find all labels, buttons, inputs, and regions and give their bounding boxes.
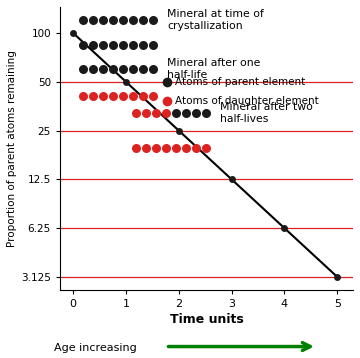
Text: Mineral after two
half-lives: Mineral after two half-lives bbox=[220, 102, 313, 124]
Text: Mineral at time of
crystallization: Mineral at time of crystallization bbox=[167, 9, 264, 31]
Text: Mineral after one
half-life: Mineral after one half-life bbox=[167, 58, 261, 80]
Y-axis label: Proportion of parent atoms remaining: Proportion of parent atoms remaining bbox=[7, 50, 17, 247]
X-axis label: Time units: Time units bbox=[170, 313, 243, 326]
Text: Atoms of daughter element: Atoms of daughter element bbox=[175, 96, 319, 106]
Text: Age increasing: Age increasing bbox=[54, 343, 137, 353]
Text: Atoms of parent element: Atoms of parent element bbox=[175, 77, 305, 87]
